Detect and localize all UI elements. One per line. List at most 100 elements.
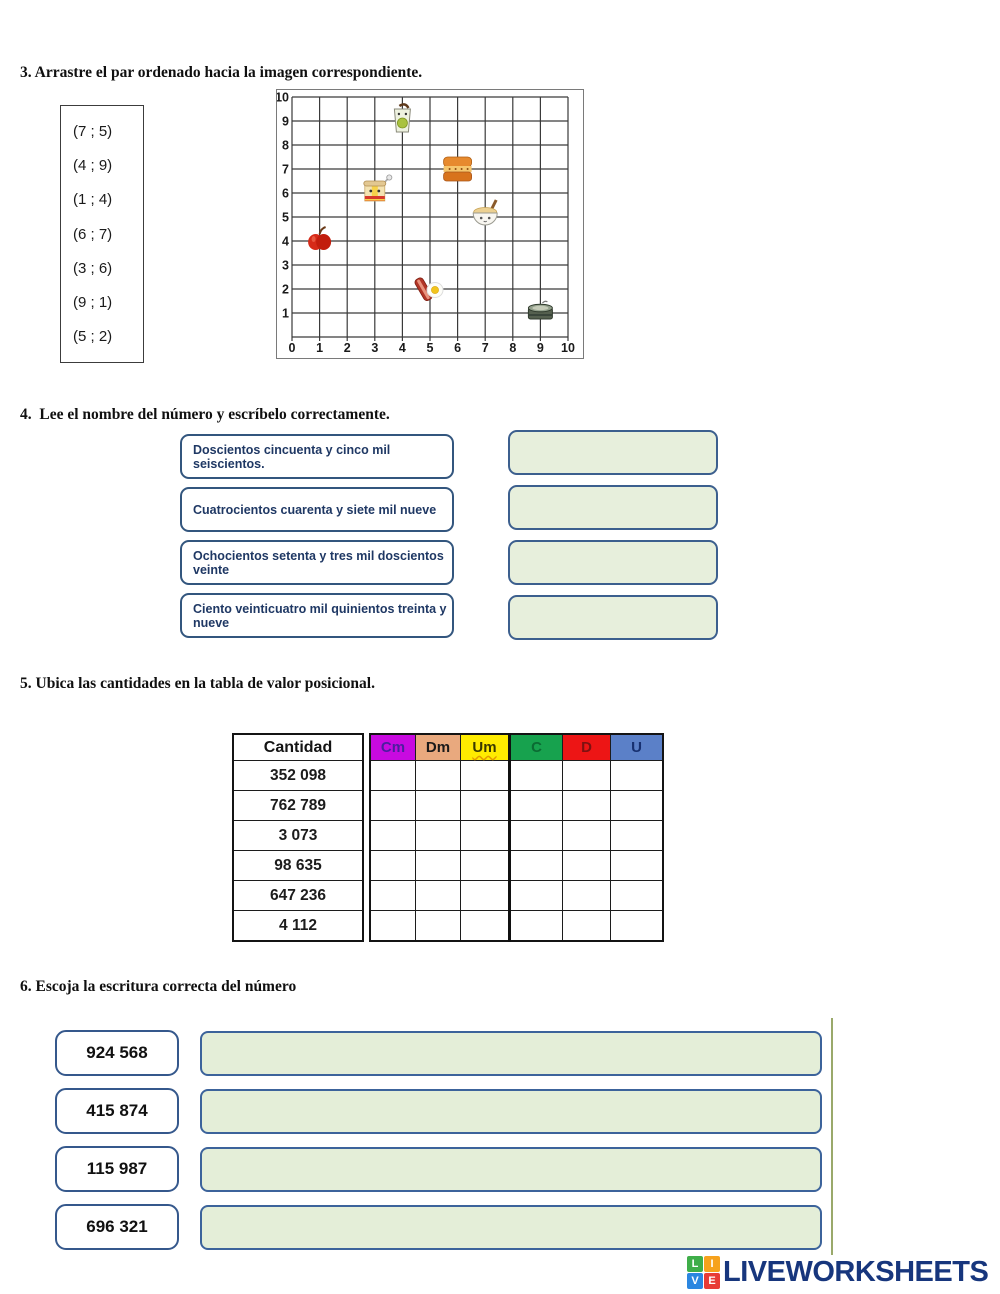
place-value-cell[interactable] xyxy=(508,910,563,942)
x-tick-label: 4 xyxy=(399,341,406,355)
section6-title: 6. Escoja la escritura correcta del núme… xyxy=(20,978,297,995)
column-header-u: U xyxy=(610,733,664,761)
ordered-pairs-box: (7 ; 5) (4 ; 9) (1 ; 4) (6 ; 7) (3 ; 6) (9 ; … xyxy=(60,105,144,363)
place-value-cell[interactable] xyxy=(460,790,510,821)
number-name-label: Ochocientos setenta y tres mil dosciento… xyxy=(180,540,454,585)
place-value-cell[interactable] xyxy=(460,820,510,851)
place-value-cell[interactable] xyxy=(415,820,461,851)
section5-title: 5. Ubica las cantidades en la tabla de v… xyxy=(20,675,375,692)
place-value-cell[interactable] xyxy=(610,910,664,942)
juice-glass-icon[interactable] xyxy=(393,103,411,133)
place-value-cell[interactable] xyxy=(369,820,416,851)
y-tick-label: 2 xyxy=(282,283,289,297)
ordered-pair-chip[interactable]: (4 ; 9) xyxy=(73,157,113,175)
coordinate-grid[interactable]: 1 2 3 4 5 6 7 8 9 10 0 1 2 3 4 5 6 7 8 9 10 xyxy=(275,89,584,359)
number-answer-input[interactable] xyxy=(508,540,718,585)
ordered-pair-chip[interactable]: (1 ; 4) xyxy=(73,191,113,209)
place-value-cell[interactable] xyxy=(508,820,563,851)
place-value-cell[interactable] xyxy=(369,910,416,942)
ordered-pair-chip[interactable]: (3 ; 6) xyxy=(73,259,113,277)
place-value-cell[interactable] xyxy=(369,760,416,791)
place-value-cell[interactable] xyxy=(562,790,611,821)
place-value-cell[interactable] xyxy=(508,880,563,911)
y-tick-label: 1 xyxy=(282,307,289,321)
place-value-cell[interactable] xyxy=(415,790,461,821)
y-tick-label: 9 xyxy=(282,115,289,129)
number-box: 924 568 xyxy=(55,1030,179,1076)
column-header-d: D xyxy=(562,733,611,761)
place-value-cell[interactable] xyxy=(610,790,664,821)
place-value-cell[interactable] xyxy=(415,850,461,881)
number-answer-input[interactable] xyxy=(508,485,718,530)
apple-icon[interactable] xyxy=(308,226,332,250)
place-value-cell[interactable] xyxy=(415,760,461,791)
place-value-cell[interactable] xyxy=(562,820,611,851)
place-value-cell[interactable] xyxy=(508,760,563,791)
place-value-cell[interactable] xyxy=(562,880,611,911)
ordered-pair-chip[interactable]: (5 ; 2) xyxy=(73,327,113,345)
x-tick-label: 5 xyxy=(427,341,434,355)
place-value-cell[interactable] xyxy=(610,760,664,791)
x-tick-label: 7 xyxy=(482,341,489,355)
cantidad-value: 98 635 xyxy=(232,850,364,881)
place-value-cell[interactable] xyxy=(610,880,664,911)
place-value-cell[interactable] xyxy=(610,820,664,851)
place-value-cell[interactable] xyxy=(415,880,461,911)
right-divider-line xyxy=(831,1018,833,1255)
place-value-cell[interactable] xyxy=(415,910,461,942)
writing-choice-select[interactable] xyxy=(200,1031,822,1076)
y-tick-label: 10 xyxy=(277,91,289,105)
writing-choice-select[interactable] xyxy=(200,1089,822,1134)
place-value-cell[interactable] xyxy=(562,910,611,942)
place-value-cell[interactable] xyxy=(508,790,563,821)
place-value-table: Cantidad 352 098 762 789 3 073 98 635 647 236… xyxy=(232,733,664,942)
logo-letter-l: L xyxy=(687,1256,703,1272)
y-tick-label: 5 xyxy=(282,211,289,225)
cantidad-value: 352 098 xyxy=(232,760,364,791)
column-header-c: C xyxy=(508,733,563,761)
number-answer-input[interactable] xyxy=(508,595,718,640)
pot-icon[interactable] xyxy=(527,300,553,320)
y-tick-label: 6 xyxy=(282,187,289,201)
choose-writing-row: 696 321 xyxy=(55,1204,822,1250)
cantidad-value: 647 236 xyxy=(232,880,364,911)
place-value-cell[interactable] xyxy=(562,760,611,791)
place-value-cell[interactable] xyxy=(508,850,563,881)
grid-plot[interactable]: 1 2 3 4 5 6 7 8 9 10 0 1 2 3 4 5 6 7 8 9 10 xyxy=(275,90,583,358)
noodle-cup-icon[interactable] xyxy=(363,174,393,202)
place-value-cell[interactable] xyxy=(460,850,510,881)
cantidad-value: 4 112 xyxy=(232,910,364,942)
place-value-cell[interactable] xyxy=(610,850,664,881)
number-box: 696 321 xyxy=(55,1204,179,1250)
place-value-cell[interactable] xyxy=(369,880,416,911)
ordered-pair-chip[interactable]: (7 ; 5) xyxy=(73,123,113,141)
ordered-pair-chip[interactable]: (6 ; 7) xyxy=(73,225,113,243)
choose-writing-rows: 924 568 415 874 115 987 696 321 xyxy=(55,1030,822,1262)
soup-bowl-icon[interactable] xyxy=(472,199,498,226)
place-value-cell[interactable] xyxy=(562,850,611,881)
number-answer-inputs xyxy=(508,430,718,640)
place-value-cell[interactable] xyxy=(460,910,510,942)
x-tick-label: 0 xyxy=(289,341,296,355)
place-value-cell[interactable] xyxy=(460,760,510,791)
choose-writing-row: 415 874 xyxy=(55,1088,822,1134)
ordered-pair-chip[interactable]: (9 ; 1) xyxy=(73,293,113,311)
sandwich-icon[interactable] xyxy=(443,156,473,182)
x-tick-label: 2 xyxy=(344,341,351,355)
writing-choice-select[interactable] xyxy=(200,1147,822,1192)
cantidad-column-table: Cantidad 352 098 762 789 3 073 98 635 647 236… xyxy=(232,733,364,942)
cantidad-value: 762 789 xyxy=(232,790,364,821)
column-header-um: Um xyxy=(460,733,510,761)
cantidad-value: 3 073 xyxy=(232,820,364,851)
number-box: 415 874 xyxy=(55,1088,179,1134)
place-value-cell[interactable] xyxy=(460,880,510,911)
number-answer-input[interactable] xyxy=(508,430,718,475)
logo-letter-i: I xyxy=(704,1256,720,1272)
liveworksheets-brand: LIVEWORKSHEETS xyxy=(723,1256,989,1288)
writing-choice-select[interactable] xyxy=(200,1205,822,1250)
place-value-cell[interactable] xyxy=(369,790,416,821)
place-value-cell[interactable] xyxy=(369,850,416,881)
bacon-egg-icon[interactable] xyxy=(414,277,444,302)
